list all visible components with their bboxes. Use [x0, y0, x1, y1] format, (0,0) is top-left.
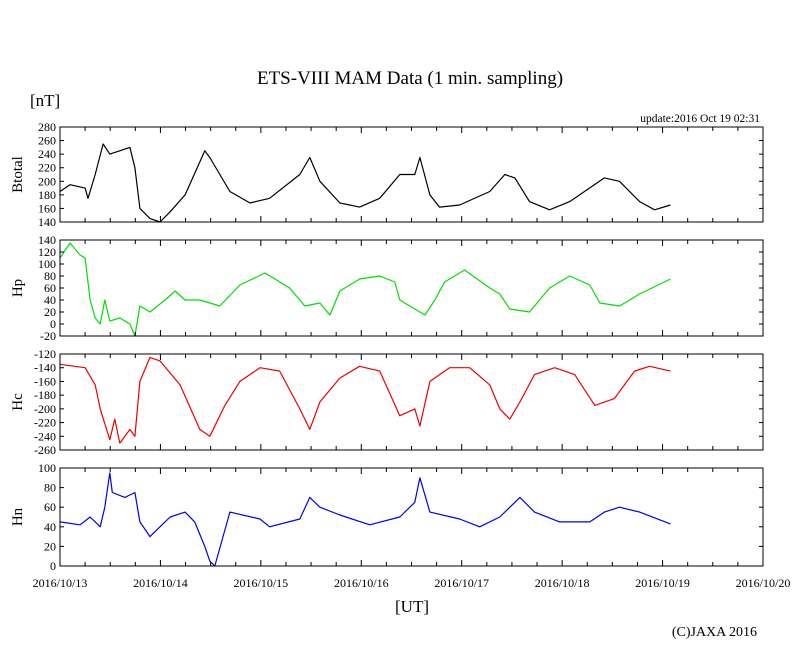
y-tick-label: 200 [38, 174, 56, 188]
y-tick-label: 60 [44, 281, 56, 295]
y-tick-label: 280 [38, 120, 56, 134]
panel-label-btotal: Btotal [10, 156, 26, 193]
series-line-hp [59, 242, 671, 337]
panel-hn: 0 20 40 60 80 100 Hn [10, 461, 764, 573]
x-tick-label: 2016/10/14 [133, 576, 188, 590]
series-line-btotal [59, 143, 671, 223]
y-tick-label: 0 [50, 559, 56, 573]
panel-label-hc: Hc [10, 393, 26, 411]
x-tick-label: 2016/10/16 [334, 576, 389, 590]
x-tick-label: 2016/10/17 [434, 576, 489, 590]
x-tick-label: 2016/10/18 [535, 576, 590, 590]
update-label: update:2016 Oct 19 02:31 [640, 113, 760, 125]
panel-frame [59, 467, 764, 567]
y-tick-label: 40 [44, 520, 56, 534]
panel-hc: -260-240-220-200-180-160-140-120 Hc [10, 347, 764, 457]
y-tick-label: 260 [38, 134, 56, 148]
y-tick-label: 120 [38, 245, 56, 259]
y-tick-label: -260 [34, 443, 56, 457]
y-tick-label: 160 [38, 201, 56, 215]
x-tick-label: 2016/10/13 [33, 576, 88, 590]
y-tick-label: 100 [38, 461, 56, 475]
y-tick-label: 140 [38, 233, 56, 247]
x-tick-label: 2016/10/15 [234, 576, 289, 590]
y-tick-label: 140 [38, 215, 56, 229]
y-tick-label: -120 [34, 347, 56, 361]
y-tick-label: 40 [44, 293, 56, 307]
y-tick-label: 20 [44, 539, 56, 553]
y-tick-label: -160 [34, 374, 56, 388]
y-tick-label: 80 [44, 481, 56, 495]
chart-title: ETS-VIII MAM Data (1 min. sampling) [257, 68, 563, 89]
y-tick-label: -220 [34, 416, 56, 430]
y-tick-label: 20 [44, 305, 56, 319]
y-tick-label: 240 [38, 147, 56, 161]
y-tick-label: 100 [38, 257, 56, 271]
y-tick-label: 220 [38, 161, 56, 175]
y-tick-label: -180 [34, 388, 56, 402]
y-tick-label: 0 [50, 317, 56, 331]
x-tick-label: 2016/10/20 [736, 576, 791, 590]
y-tick-label: 180 [38, 188, 56, 202]
unit-label: [nT] [30, 91, 60, 110]
y-tick-label: -140 [34, 361, 56, 375]
panel-frame [59, 239, 764, 337]
y-tick-label: 60 [44, 500, 56, 514]
y-tick-label: 80 [44, 269, 56, 283]
series-line-hn [59, 472, 671, 567]
x-axis-label: [UT] [395, 597, 429, 616]
panel-label-hp: Hp [10, 279, 26, 297]
x-tick-label: 2016/10/19 [635, 576, 690, 590]
y-tick-label: -20 [40, 329, 56, 343]
y-tick-label: -240 [34, 429, 56, 443]
copyright-label: (C)JAXA 2016 [672, 625, 757, 640]
panel-label-hn: Hn [10, 507, 26, 526]
series-line-hc [59, 356, 671, 444]
y-tick-label: -200 [34, 402, 56, 416]
